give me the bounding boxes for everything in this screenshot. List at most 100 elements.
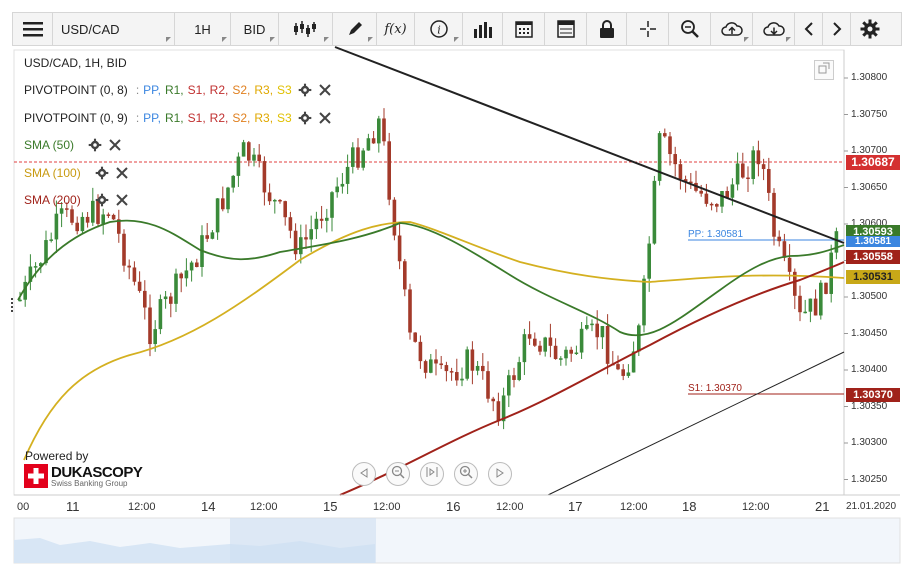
drawing-tools-button[interactable] (333, 13, 377, 45)
candle (241, 139, 246, 157)
candle (455, 358, 459, 386)
instrument-select[interactable]: USD/CAD (53, 13, 175, 45)
download-button[interactable] (753, 13, 795, 45)
candlestick-icon (293, 20, 319, 38)
pivot2-settings-icon[interactable] (298, 111, 312, 125)
nav-zoom-out-button[interactable] (386, 462, 410, 486)
lock-button[interactable] (587, 13, 627, 45)
candle (824, 282, 828, 295)
sma50-legend-text: SMA (50) (24, 138, 75, 152)
left-resize-handle[interactable] (11, 298, 14, 312)
scroll-left-button[interactable] (795, 13, 823, 45)
candle (741, 152, 745, 179)
upload-button[interactable] (711, 13, 753, 45)
symbol-legend: USD/CAD, 1H, BID (24, 56, 127, 70)
chart-type-button[interactable] (279, 13, 333, 45)
zoom-icon (680, 19, 700, 39)
candle (512, 367, 516, 388)
period-select[interactable]: 1H (175, 13, 231, 45)
sma50-settings-icon[interactable] (88, 138, 102, 152)
navigator-window[interactable] (230, 518, 376, 563)
data-table-button[interactable] (545, 13, 587, 45)
candle (767, 157, 771, 201)
expand-icon (818, 61, 830, 79)
candle (403, 258, 407, 297)
time-label: 12:00 (373, 501, 401, 513)
candle (49, 232, 53, 243)
candle (829, 244, 833, 303)
candle (267, 183, 272, 205)
candle (340, 172, 345, 194)
candle (517, 356, 521, 382)
pivot1-settings-icon[interactable] (298, 83, 312, 97)
maximize-button[interactable] (814, 60, 834, 80)
pivot2-name: PIVOTPOINT (0, 9) (24, 111, 128, 125)
candle (668, 132, 672, 166)
candle (533, 332, 537, 347)
candle (314, 211, 319, 239)
candle (673, 146, 677, 177)
nav-zoom-in-button[interactable] (454, 462, 478, 486)
dukascopy-logo[interactable]: DUKASCOPY Swiss Banking Group (24, 464, 143, 488)
resistance-trendline[interactable] (334, 46, 845, 244)
indicators-button[interactable]: f(x) (377, 13, 415, 45)
time-label: 12:00 (496, 501, 524, 513)
candle (501, 387, 506, 430)
candle (423, 359, 428, 379)
menu-button[interactable] (13, 13, 53, 45)
zoom-in-icon (459, 465, 473, 484)
candle (751, 146, 755, 185)
candle (70, 205, 74, 226)
calendar-button[interactable] (503, 13, 545, 45)
pivot1-r1: R1, (164, 83, 184, 97)
sma100-close-icon[interactable] (115, 166, 129, 180)
candle (475, 361, 480, 376)
settings-button[interactable] (851, 13, 889, 45)
volume-button[interactable] (463, 13, 503, 45)
nav-back-button[interactable] (352, 462, 376, 486)
scroll-right-button[interactable] (823, 13, 851, 45)
candle (657, 131, 662, 186)
chevron-right-icon (831, 21, 843, 37)
symbol-legend-text: USD/CAD, 1H, BID (24, 56, 127, 70)
candle (304, 224, 308, 249)
pivot2-close-icon[interactable] (318, 111, 332, 125)
candle (158, 294, 163, 335)
offer-side-select[interactable]: BID (231, 13, 279, 45)
candle (371, 131, 376, 144)
candle (325, 208, 329, 233)
candlestick-series (18, 108, 839, 430)
candle (787, 244, 792, 281)
chevron-left-icon (803, 21, 815, 37)
sma200-settings-icon[interactable] (95, 193, 109, 207)
nav-forward-button[interactable] (488, 462, 512, 486)
time-label: 12:00 (128, 501, 156, 513)
sma200-legend-text: SMA (200) (24, 193, 81, 207)
gear-icon (860, 19, 880, 39)
candle (226, 186, 230, 214)
nav-fit-button[interactable] (420, 462, 444, 486)
support-trendline[interactable] (547, 351, 845, 496)
candle (319, 205, 324, 229)
candle (387, 132, 391, 206)
sma100-settings-icon[interactable] (95, 166, 109, 180)
svg-text:i: i (437, 24, 441, 37)
crosshair-button[interactable] (627, 13, 669, 45)
info-button[interactable]: i (415, 13, 463, 45)
zoom-button[interactable] (669, 13, 711, 45)
crosshair-icon (638, 19, 658, 39)
pivot1-close-icon[interactable] (318, 83, 332, 97)
candle (553, 338, 558, 360)
candle (215, 198, 220, 240)
logo-tagline: Swiss Banking Group (51, 478, 128, 488)
candle (174, 268, 178, 313)
pp-annotation: PP: 1.30581 (688, 229, 744, 240)
sma200-close-icon[interactable] (115, 193, 129, 207)
candle (819, 280, 823, 320)
candle (85, 212, 90, 228)
candle (75, 216, 79, 235)
candle (434, 349, 438, 376)
sma50-close-icon[interactable] (108, 138, 122, 152)
price-tick-label: 1.30300 (851, 437, 888, 448)
